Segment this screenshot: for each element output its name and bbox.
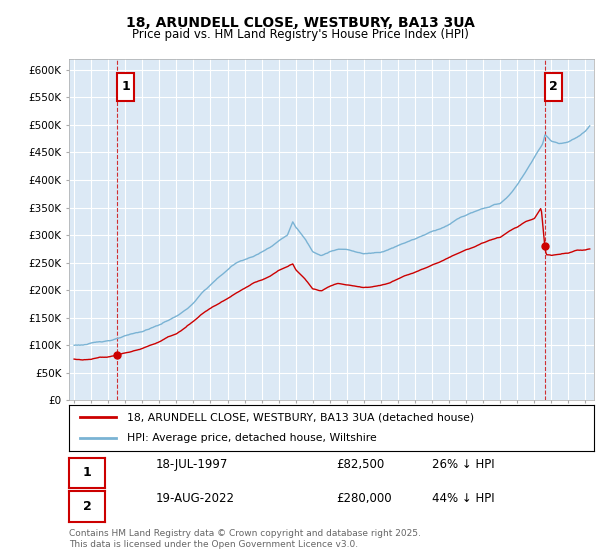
Text: 1: 1 (83, 466, 91, 479)
Text: 2: 2 (549, 80, 558, 93)
Text: HPI: Average price, detached house, Wiltshire: HPI: Average price, detached house, Wilt… (127, 433, 377, 444)
Text: Contains HM Land Registry data © Crown copyright and database right 2025.
This d: Contains HM Land Registry data © Crown c… (69, 529, 421, 549)
Text: 18, ARUNDELL CLOSE, WESTBURY, BA13 3UA: 18, ARUNDELL CLOSE, WESTBURY, BA13 3UA (125, 16, 475, 30)
Text: 26% ↓ HPI: 26% ↓ HPI (432, 458, 494, 472)
Text: £280,000: £280,000 (336, 492, 392, 505)
Text: 18-JUL-1997: 18-JUL-1997 (156, 458, 229, 472)
Text: 18, ARUNDELL CLOSE, WESTBURY, BA13 3UA (detached house): 18, ARUNDELL CLOSE, WESTBURY, BA13 3UA (… (127, 412, 474, 422)
FancyBboxPatch shape (118, 73, 134, 101)
Text: 1: 1 (122, 80, 130, 93)
Text: 19-AUG-2022: 19-AUG-2022 (156, 492, 235, 505)
Text: 44% ↓ HPI: 44% ↓ HPI (432, 492, 494, 505)
Text: Price paid vs. HM Land Registry's House Price Index (HPI): Price paid vs. HM Land Registry's House … (131, 28, 469, 41)
FancyBboxPatch shape (545, 73, 562, 101)
Text: 2: 2 (83, 500, 91, 513)
Text: £82,500: £82,500 (336, 458, 384, 472)
